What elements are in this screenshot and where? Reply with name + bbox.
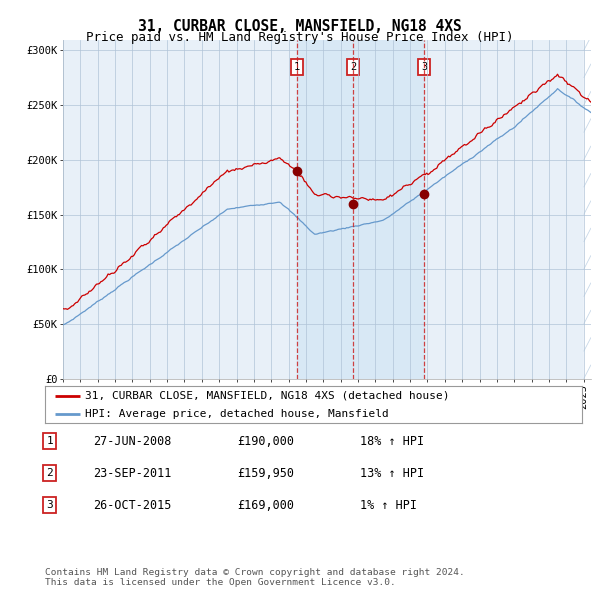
Text: 3: 3 (46, 500, 53, 510)
Text: 13% ↑ HPI: 13% ↑ HPI (360, 467, 424, 480)
Text: £169,000: £169,000 (237, 499, 294, 512)
Text: 1: 1 (46, 437, 53, 446)
Text: HPI: Average price, detached house, Mansfield: HPI: Average price, detached house, Mans… (85, 408, 389, 418)
Text: £190,000: £190,000 (237, 435, 294, 448)
Text: 1% ↑ HPI: 1% ↑ HPI (360, 499, 417, 512)
Text: 31, CURBAR CLOSE, MANSFIELD, NG18 4XS: 31, CURBAR CLOSE, MANSFIELD, NG18 4XS (138, 19, 462, 34)
Text: 31, CURBAR CLOSE, MANSFIELD, NG18 4XS (detached house): 31, CURBAR CLOSE, MANSFIELD, NG18 4XS (d… (85, 391, 450, 401)
Text: Price paid vs. HM Land Registry's House Price Index (HPI): Price paid vs. HM Land Registry's House … (86, 31, 514, 44)
Text: 2: 2 (350, 62, 356, 71)
Text: £159,950: £159,950 (237, 467, 294, 480)
Text: 18% ↑ HPI: 18% ↑ HPI (360, 435, 424, 448)
Text: 23-SEP-2011: 23-SEP-2011 (93, 467, 172, 480)
Text: 2: 2 (46, 468, 53, 478)
Text: 1: 1 (294, 62, 300, 71)
Text: 3: 3 (421, 62, 427, 71)
Bar (584, 40, 591, 379)
Text: 26-OCT-2015: 26-OCT-2015 (93, 499, 172, 512)
Bar (297, 40, 424, 379)
Text: Contains HM Land Registry data © Crown copyright and database right 2024.
This d: Contains HM Land Registry data © Crown c… (45, 568, 465, 587)
Text: 27-JUN-2008: 27-JUN-2008 (93, 435, 172, 448)
